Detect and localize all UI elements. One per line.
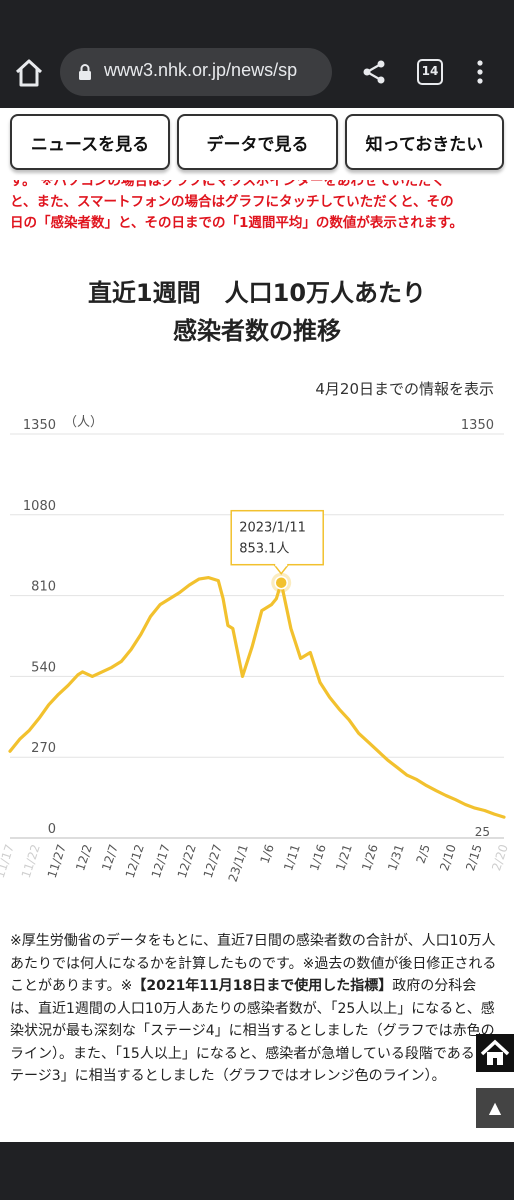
chart-title: 直近1週間 人口10万人あたり 感染者数の推移 xyxy=(0,274,514,350)
lock-icon xyxy=(79,64,91,80)
status-bar xyxy=(0,0,514,36)
home-icon[interactable] xyxy=(12,56,46,90)
chart-title-line1: 直近1週間 人口10万人あたり xyxy=(87,279,427,307)
right-y-tick-label: 1350 xyxy=(461,418,494,433)
footnote: ※厚生労働省のデータをもとに、直近7日間の感染者数の合計が、人口10万人あたりで… xyxy=(10,930,504,1088)
x-tick-label: 11/27 xyxy=(45,843,69,880)
notice-container: す。 ※パソコンの場合はグラフにマウスポインターをあわせていただく と、また、ス… xyxy=(0,176,514,246)
x-tick-label: 1/11 xyxy=(281,843,303,873)
y-tick-label: 0 xyxy=(48,822,56,837)
tooltip-value: 853.1人 xyxy=(239,542,289,557)
url-text: www3.nhk.or.jp/news/sp xyxy=(104,60,298,80)
section-nav: ニュースを見る データで見る 知っておきたい xyxy=(0,108,514,180)
x-tick-label: 23/1/1 xyxy=(226,843,251,884)
footnote-bold: 【2021年11月18日まで使用した指標】 xyxy=(132,978,393,994)
x-tick-label: 12/17 xyxy=(149,843,173,880)
x-tick-label: 1/21 xyxy=(333,843,355,873)
address-bar[interactable]: www3.nhk.or.jp/news/sp xyxy=(60,48,332,96)
home-icon xyxy=(480,1039,510,1065)
system-nav-bar xyxy=(0,1142,514,1200)
footnote-text: ※厚生労働省のデータをもとに、直近7日間の感染者数の合計が、人口10万人あたりで… xyxy=(10,933,497,994)
data-date-label: 4月20日までの情報を表示 xyxy=(315,380,494,398)
notice-line: 日の「感染者数」と、その日までの「1週間平均」の数値が表示されます。 xyxy=(10,215,464,231)
y-tick-label: 540 xyxy=(31,660,56,675)
x-tick-label: 2/10 xyxy=(437,843,459,873)
x-tick-label: 2/15 xyxy=(463,843,485,873)
y-axis-ticks: 0 270 540 810 1080 1350 1350 25 xyxy=(23,418,494,839)
notice-text: す。 ※パソコンの場合はグラフにマウスポインターをあわせていただく と、また、ス… xyxy=(10,176,504,234)
right-y-tick-label: 25 xyxy=(475,825,490,839)
x-tick-label: 11/22 xyxy=(19,843,43,880)
x-tick-label: 12/27 xyxy=(201,843,225,880)
x-tick-label: 2/5 xyxy=(414,843,433,866)
x-tick-label: 1/16 xyxy=(307,843,329,873)
y-axis-unit-label: （人） xyxy=(64,415,103,430)
x-tick-label: 1/6 xyxy=(258,843,277,866)
data-nav-button[interactable]: データで見る xyxy=(177,114,338,170)
chart-grid xyxy=(10,433,504,839)
more-menu-icon[interactable] xyxy=(470,58,490,86)
notice-line: と、また、スマートフォンの場合はグラフにタッチしていただくと、その xyxy=(10,194,454,210)
x-tick-label: 12/12 xyxy=(123,843,147,880)
x-tick-label: 12/2 xyxy=(73,843,95,873)
footnote-text-2: 政府の分科会は、直近1週間の人口10万人あたりの感染者数が、「25人以上」になる… xyxy=(10,978,503,1084)
highlight-point xyxy=(274,575,288,590)
y-tick-label: 270 xyxy=(31,741,56,756)
news-nav-button[interactable]: ニュースを見る xyxy=(10,114,170,170)
back-to-top-button[interactable]: ▲ xyxy=(476,1088,514,1128)
y-tick-label: 1350 xyxy=(23,418,56,433)
x-tick-label: 12/22 xyxy=(175,843,199,880)
share-icon[interactable] xyxy=(360,58,388,86)
know-nav-button[interactable]: 知っておきたい xyxy=(345,114,504,170)
y-tick-label: 810 xyxy=(31,580,56,595)
x-tick-label: 12/7 xyxy=(99,843,121,873)
highlight-marker xyxy=(271,572,292,593)
x-axis-ticks: 11/17 11/22 11/27 12/2 12/7 12/12 12/17 12/22 12… xyxy=(0,843,511,884)
browser-toolbar: www3.nhk.or.jp/news/sp 14 xyxy=(0,36,514,108)
chart-title-line2: 感染者数の推移 xyxy=(173,317,341,345)
x-tick-label: 11/17 xyxy=(0,843,17,880)
float-home-button[interactable] xyxy=(476,1034,514,1072)
tooltip-date: 2023/1/11 xyxy=(239,521,306,536)
x-tick-label: 2/20 xyxy=(489,843,511,873)
chart-tooltip: 2023/1/11 853.1人 xyxy=(230,509,324,575)
series-line xyxy=(8,576,506,819)
x-tick-label: 1/26 xyxy=(359,843,381,873)
tooltip-pointer-cover xyxy=(275,563,288,567)
tab-count-button[interactable]: 14 xyxy=(417,59,443,85)
y-tick-label: 1080 xyxy=(23,499,56,514)
x-tick-label: 1/31 xyxy=(385,843,407,873)
